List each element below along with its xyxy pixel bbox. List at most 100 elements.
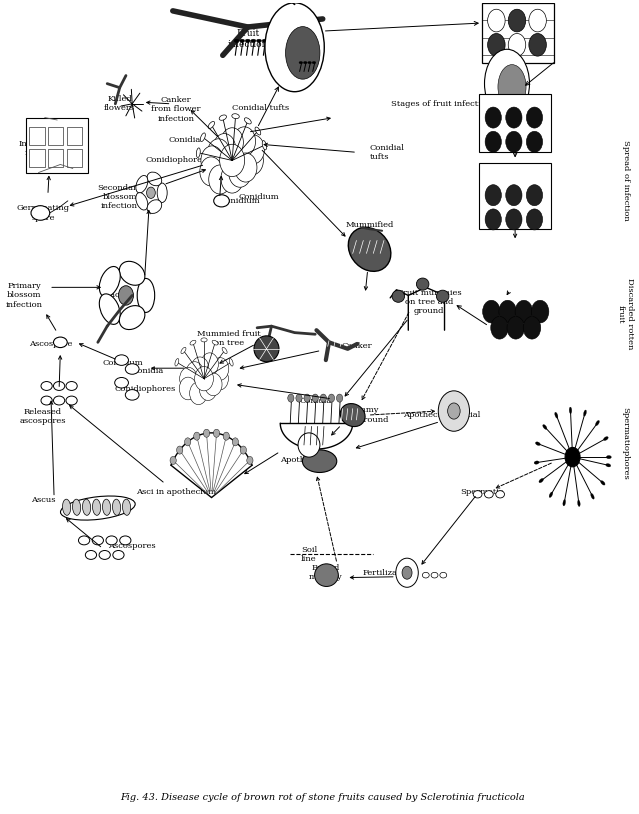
Ellipse shape xyxy=(213,195,229,207)
Ellipse shape xyxy=(86,550,96,559)
Ellipse shape xyxy=(569,407,572,414)
Circle shape xyxy=(170,457,176,465)
Text: Canker
from flower
infection: Canker from flower infection xyxy=(151,96,201,123)
Circle shape xyxy=(508,33,526,56)
Ellipse shape xyxy=(436,290,449,302)
Text: Conidium: Conidium xyxy=(220,197,260,205)
Circle shape xyxy=(241,146,263,175)
Ellipse shape xyxy=(498,64,526,109)
Circle shape xyxy=(204,373,222,396)
Circle shape xyxy=(203,429,210,437)
Ellipse shape xyxy=(484,491,493,498)
Ellipse shape xyxy=(234,39,239,42)
Circle shape xyxy=(438,391,470,431)
Text: Conidium: Conidium xyxy=(103,358,144,366)
Circle shape xyxy=(482,300,500,323)
Circle shape xyxy=(223,432,229,440)
Circle shape xyxy=(195,366,213,391)
Text: Apothecium initial: Apothecium initial xyxy=(403,411,480,419)
Ellipse shape xyxy=(61,496,135,520)
Ellipse shape xyxy=(601,480,605,485)
Circle shape xyxy=(199,378,217,400)
Bar xyxy=(479,94,551,152)
Text: Germinating
spore: Germinating spore xyxy=(17,204,70,221)
Ellipse shape xyxy=(125,364,139,374)
Circle shape xyxy=(488,9,505,32)
Text: Intercellular
mycelium: Intercellular mycelium xyxy=(19,140,71,157)
Circle shape xyxy=(118,286,134,305)
Bar xyxy=(48,127,63,145)
Ellipse shape xyxy=(543,425,547,430)
Ellipse shape xyxy=(119,261,145,285)
Ellipse shape xyxy=(348,227,391,271)
Ellipse shape xyxy=(208,121,215,129)
Circle shape xyxy=(211,367,228,390)
Circle shape xyxy=(488,33,505,56)
Circle shape xyxy=(235,153,257,182)
Text: Fruit mummies
on tree and
ground: Fruit mummies on tree and ground xyxy=(397,289,461,315)
Ellipse shape xyxy=(440,572,447,578)
Circle shape xyxy=(201,146,224,175)
Bar xyxy=(66,127,82,145)
Ellipse shape xyxy=(578,500,580,506)
Circle shape xyxy=(201,352,219,375)
Ellipse shape xyxy=(312,61,316,63)
Ellipse shape xyxy=(286,27,320,79)
Ellipse shape xyxy=(583,410,587,416)
Text: Mummified
fruit: Mummified fruit xyxy=(345,221,394,238)
Circle shape xyxy=(190,382,207,405)
Circle shape xyxy=(527,131,543,152)
Ellipse shape xyxy=(79,536,89,545)
Ellipse shape xyxy=(232,114,239,119)
Circle shape xyxy=(200,157,222,186)
Ellipse shape xyxy=(157,183,167,203)
Text: Stages of fruit infection: Stages of fruit infection xyxy=(391,100,491,107)
Ellipse shape xyxy=(31,206,50,221)
Ellipse shape xyxy=(106,536,117,545)
Ellipse shape xyxy=(119,536,131,545)
Text: Spermatiophores: Spermatiophores xyxy=(622,407,629,479)
Circle shape xyxy=(527,209,543,230)
Ellipse shape xyxy=(147,199,162,213)
Circle shape xyxy=(247,457,253,465)
Text: Ascospore: Ascospore xyxy=(29,340,73,348)
Ellipse shape xyxy=(72,499,81,515)
Ellipse shape xyxy=(417,278,429,290)
Circle shape xyxy=(232,438,238,446)
Ellipse shape xyxy=(308,61,311,63)
Ellipse shape xyxy=(92,536,104,545)
Ellipse shape xyxy=(473,491,482,498)
Text: Spermatia: Spermatia xyxy=(460,488,504,496)
Ellipse shape xyxy=(41,396,52,405)
Ellipse shape xyxy=(539,479,543,483)
Circle shape xyxy=(505,131,522,152)
Ellipse shape xyxy=(115,378,128,388)
Ellipse shape xyxy=(82,499,91,515)
Circle shape xyxy=(180,367,197,390)
Circle shape xyxy=(191,357,209,379)
Bar xyxy=(29,149,45,167)
Ellipse shape xyxy=(63,499,71,515)
Ellipse shape xyxy=(136,193,148,210)
Circle shape xyxy=(499,300,516,323)
Ellipse shape xyxy=(54,337,67,348)
Bar xyxy=(48,149,63,167)
Ellipse shape xyxy=(212,340,218,345)
Circle shape xyxy=(505,209,522,230)
Ellipse shape xyxy=(302,450,337,472)
Circle shape xyxy=(240,446,247,454)
Ellipse shape xyxy=(244,118,251,124)
Circle shape xyxy=(146,187,155,199)
Ellipse shape xyxy=(265,2,324,92)
Text: Released
ascospores: Released ascospores xyxy=(20,408,66,425)
Ellipse shape xyxy=(115,355,128,365)
Text: Fruit
infection: Fruit infection xyxy=(227,29,268,49)
Text: Conidial
tufts: Conidial tufts xyxy=(369,144,404,161)
Circle shape xyxy=(505,107,522,128)
Ellipse shape xyxy=(563,500,566,506)
Ellipse shape xyxy=(54,382,65,391)
Ellipse shape xyxy=(99,550,111,559)
Ellipse shape xyxy=(99,266,120,297)
Ellipse shape xyxy=(66,396,77,405)
Circle shape xyxy=(221,164,243,193)
